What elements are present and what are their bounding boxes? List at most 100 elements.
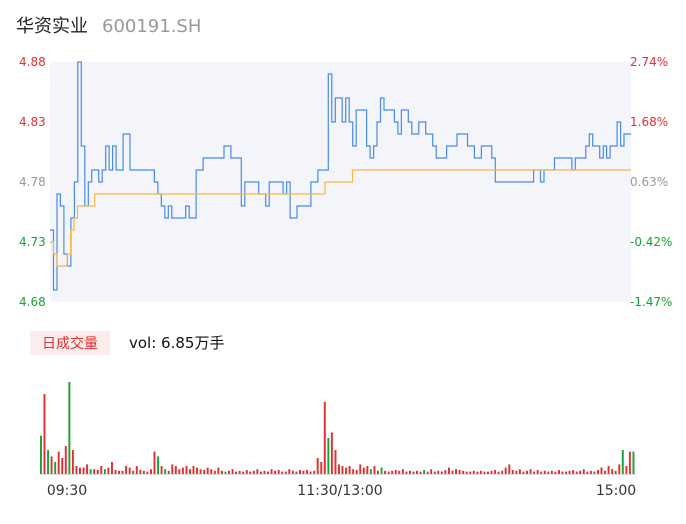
volume-bar xyxy=(515,470,518,474)
y-pct-label: -0.42% xyxy=(630,235,672,249)
volume-bar xyxy=(586,471,589,474)
volume-bar xyxy=(306,470,309,474)
volume-bar xyxy=(384,470,387,474)
y-pct-label: 1.68% xyxy=(630,115,668,129)
volume-bar xyxy=(366,466,369,474)
y-pct-label: 2.74% xyxy=(630,55,668,69)
volume-bar xyxy=(47,450,50,474)
volume-bar xyxy=(419,471,422,474)
volume-bar xyxy=(139,470,142,474)
volume-bar xyxy=(575,471,578,474)
volume-bar xyxy=(210,469,213,474)
volume-bar xyxy=(554,471,557,474)
volume-bar xyxy=(355,470,358,474)
volume-bar xyxy=(302,470,305,474)
volume-bar xyxy=(604,470,607,474)
volume-bar xyxy=(235,471,238,474)
volume-bar xyxy=(114,470,117,474)
volume-bar xyxy=(249,471,252,474)
volume-bar xyxy=(582,469,585,474)
y-tick-label: 4.78 xyxy=(19,175,46,189)
volume-bar xyxy=(86,464,89,474)
volume-bar xyxy=(522,471,525,474)
volume-bar xyxy=(511,470,514,474)
average-line xyxy=(50,169,631,267)
volume-bar xyxy=(256,469,259,474)
volume-bar xyxy=(157,456,160,474)
volume-bar xyxy=(558,470,560,474)
volume-bar xyxy=(192,466,195,474)
y-tick-label: 4.83 xyxy=(19,115,46,129)
volume-bar xyxy=(320,462,323,474)
volume-bar xyxy=(465,471,468,474)
volume-bar xyxy=(345,467,348,474)
volume-bar xyxy=(150,469,152,474)
x-tick-label: 09:30 xyxy=(47,483,87,499)
volume-bar xyxy=(220,470,223,474)
volume-bar xyxy=(352,469,355,474)
volume-bar xyxy=(79,467,81,474)
volume-bar xyxy=(93,469,96,474)
volume-bar xyxy=(142,470,145,474)
volume-bar xyxy=(231,469,234,474)
volume-bar xyxy=(146,471,149,474)
volume-bar xyxy=(217,467,220,474)
volume-bar xyxy=(440,471,443,474)
volume-bar xyxy=(504,467,507,474)
volume-bar xyxy=(589,470,592,474)
y-pct-label: -1.47% xyxy=(630,295,672,309)
volume-bar xyxy=(291,470,294,474)
volume-bar xyxy=(277,470,280,474)
volume-bar xyxy=(455,469,458,474)
volume-bar xyxy=(409,470,411,474)
volume-bar xyxy=(362,467,365,474)
volume-bar xyxy=(341,466,344,474)
volume-bar xyxy=(167,470,170,474)
volume-bar xyxy=(316,458,319,474)
volume-bar xyxy=(469,471,472,474)
volume-bar xyxy=(540,471,543,474)
volume-bar xyxy=(597,470,599,474)
volume-bar xyxy=(405,471,408,474)
volume-bar xyxy=(426,471,429,474)
volume-bar xyxy=(238,470,241,474)
volume-bar xyxy=(242,471,245,474)
volume-bar xyxy=(71,450,74,474)
volume-bar xyxy=(476,471,479,474)
volume-bar xyxy=(494,470,497,474)
volume-bar xyxy=(206,467,209,474)
volume-bar xyxy=(565,471,567,474)
volume-bar xyxy=(369,469,372,474)
volume-bar xyxy=(68,382,71,474)
volume-bar xyxy=(189,469,191,474)
volume-bar xyxy=(628,451,631,474)
volume-bar xyxy=(547,471,550,474)
volume-bar xyxy=(274,470,277,474)
volume-bar xyxy=(593,471,596,474)
volume-bar xyxy=(508,464,511,474)
volume-bar xyxy=(359,464,362,474)
volume-bar xyxy=(487,471,489,474)
volume-bar xyxy=(323,402,326,474)
volume-bar xyxy=(174,466,177,474)
volume-bar xyxy=(43,394,46,474)
volume-badge: 日成交量 xyxy=(30,331,110,355)
stock-name: 华资实业 xyxy=(16,16,88,37)
volume-bar xyxy=(621,450,624,474)
volume-bar xyxy=(391,470,394,474)
y-tick-label: 4.68 xyxy=(19,295,46,309)
volume-bar xyxy=(412,471,415,474)
volume-bar xyxy=(394,470,397,474)
volume-bar xyxy=(518,469,521,474)
volume-bar xyxy=(533,471,536,474)
volume-bar xyxy=(61,458,64,474)
volume-bar xyxy=(171,464,174,474)
volume-bar xyxy=(288,469,291,474)
volume-bar xyxy=(103,469,106,474)
volume-bar xyxy=(526,470,528,474)
volume-bar xyxy=(398,470,401,474)
y-pct-label: 0.63% xyxy=(630,175,668,189)
volume-bar xyxy=(387,471,390,474)
volume-bar xyxy=(490,470,493,474)
